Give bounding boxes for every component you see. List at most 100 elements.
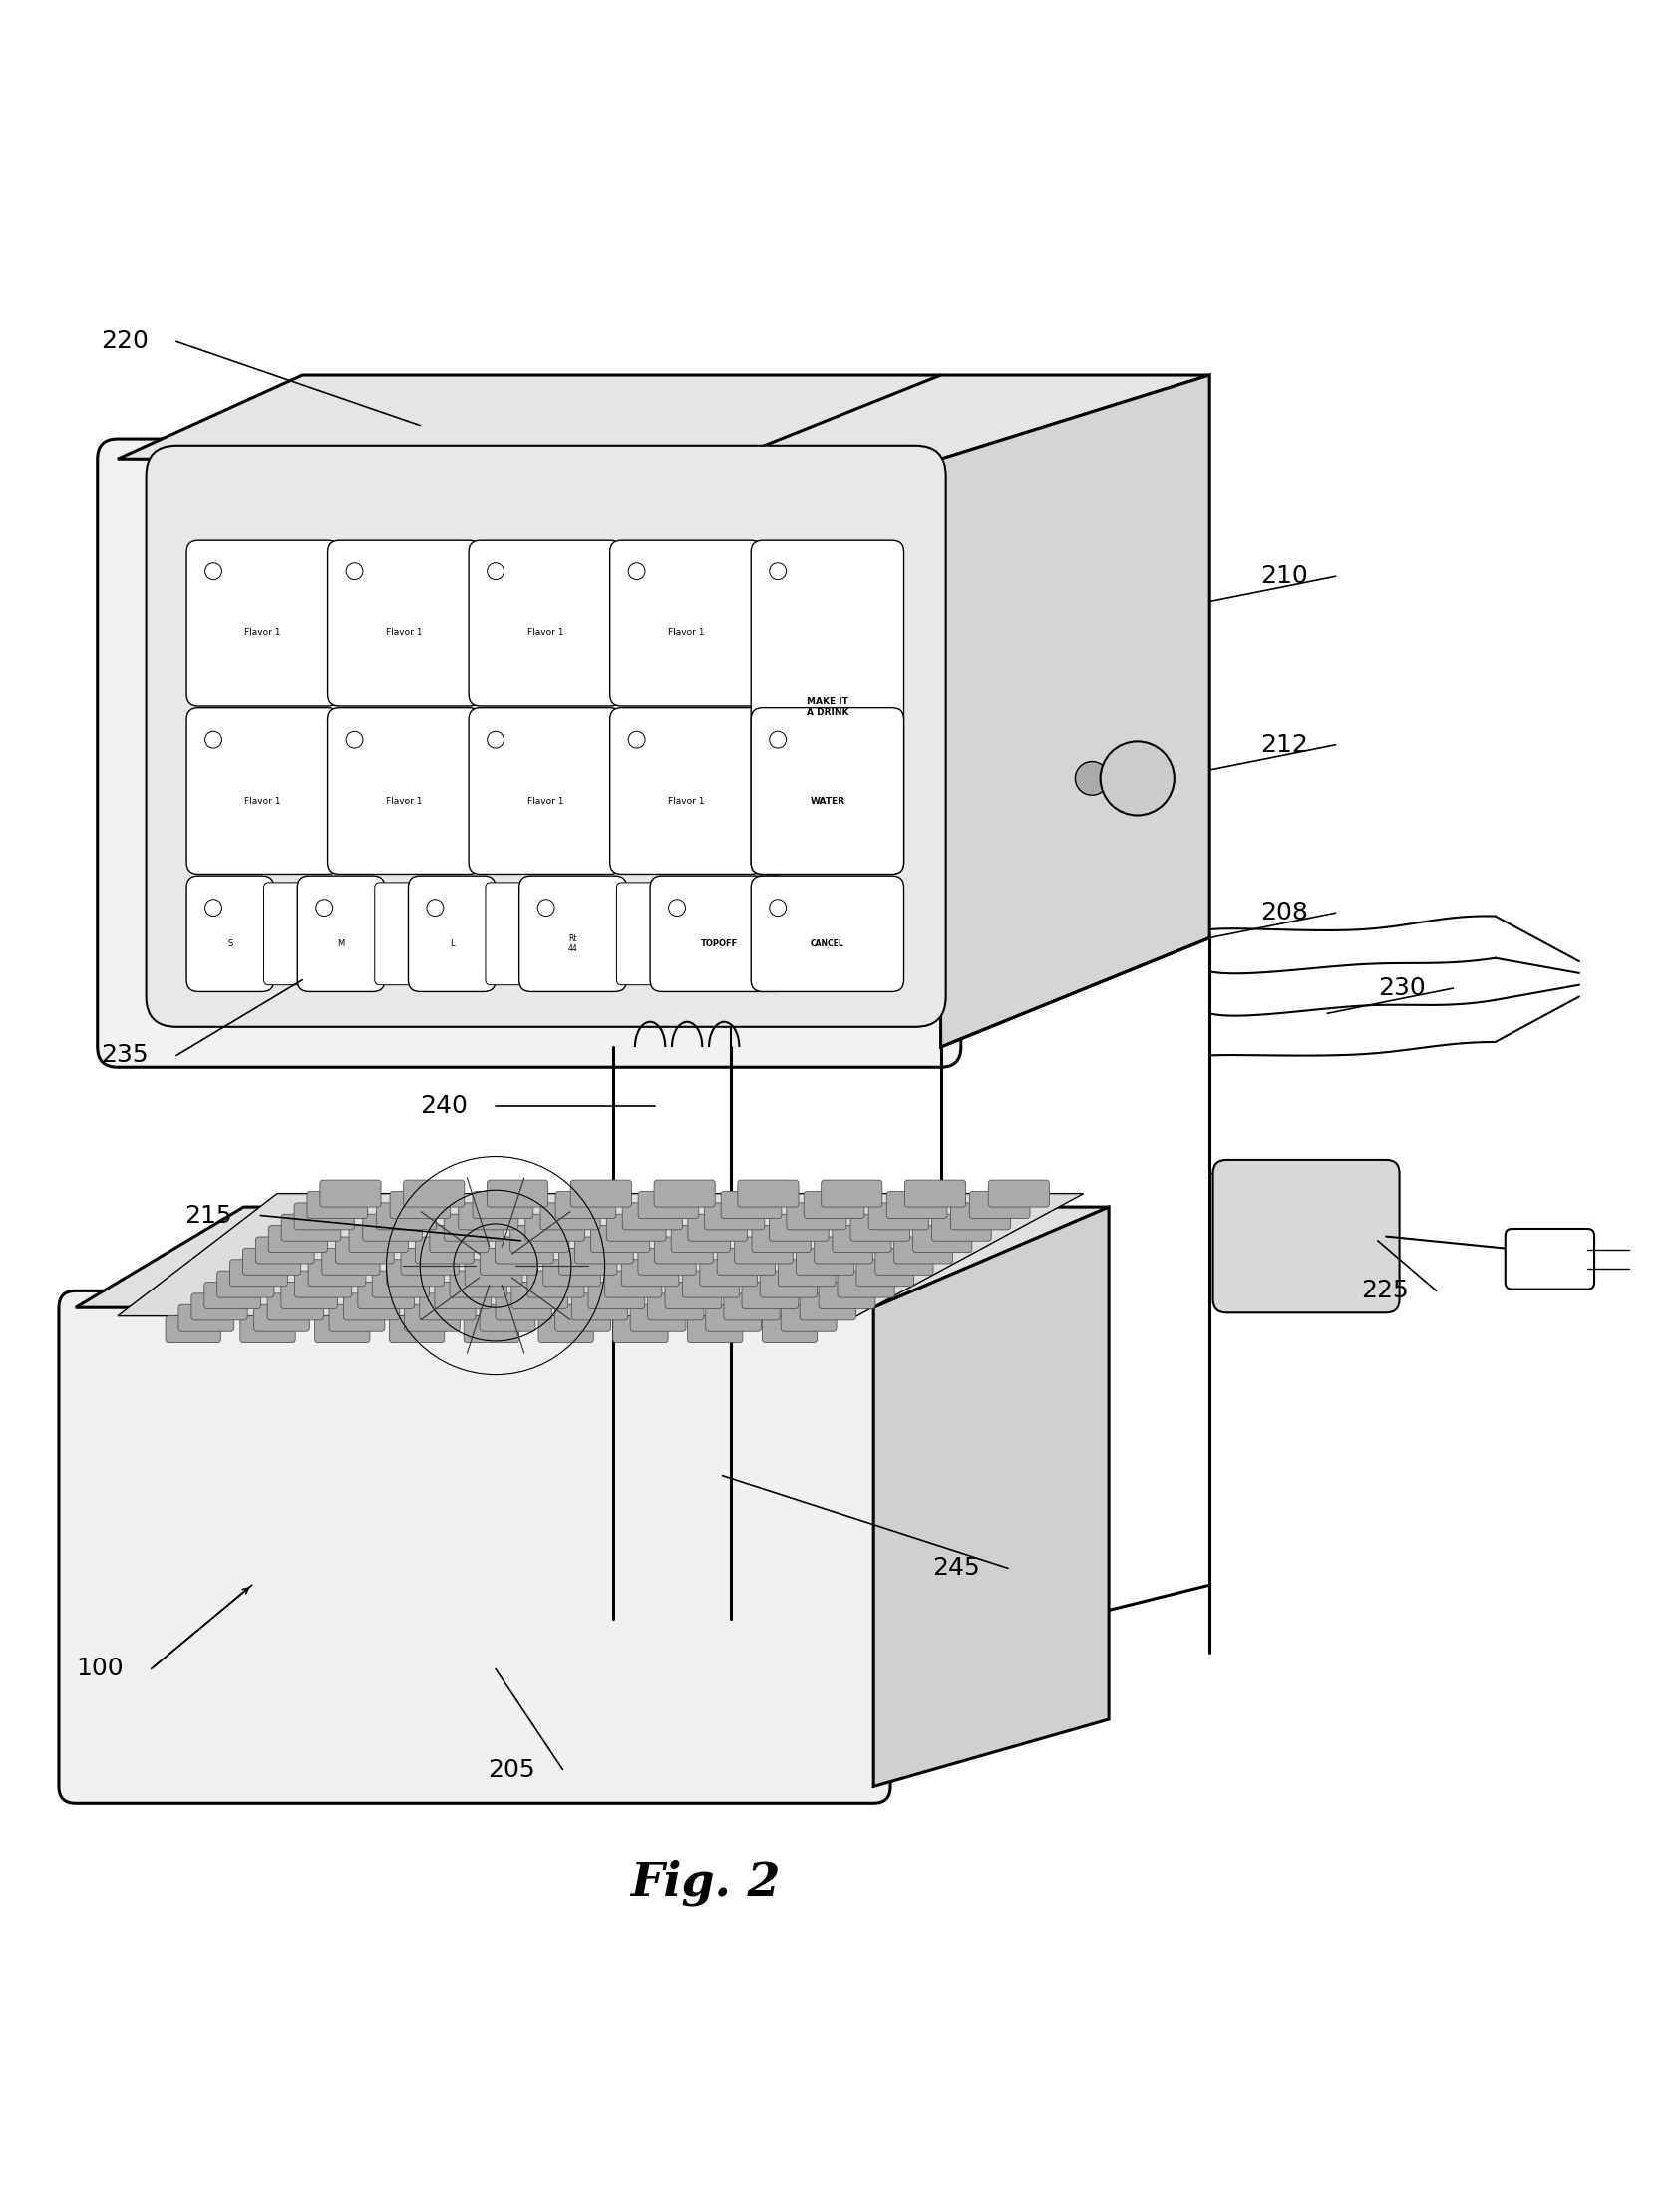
FancyBboxPatch shape xyxy=(617,883,660,984)
FancyBboxPatch shape xyxy=(588,1283,645,1310)
Text: 230: 230 xyxy=(1378,975,1425,1000)
FancyBboxPatch shape xyxy=(269,1225,328,1252)
FancyBboxPatch shape xyxy=(472,1192,533,1219)
FancyBboxPatch shape xyxy=(751,1225,811,1252)
FancyBboxPatch shape xyxy=(240,1316,296,1343)
FancyBboxPatch shape xyxy=(217,1270,274,1298)
FancyBboxPatch shape xyxy=(610,708,763,874)
FancyBboxPatch shape xyxy=(571,1179,632,1208)
FancyBboxPatch shape xyxy=(511,1225,570,1252)
FancyBboxPatch shape xyxy=(543,1259,601,1285)
FancyBboxPatch shape xyxy=(556,1192,617,1219)
Text: Flavor 1: Flavor 1 xyxy=(245,796,281,805)
FancyBboxPatch shape xyxy=(464,1316,519,1343)
FancyBboxPatch shape xyxy=(818,1283,875,1310)
FancyBboxPatch shape xyxy=(323,1248,380,1274)
Text: 215: 215 xyxy=(185,1203,232,1228)
FancyBboxPatch shape xyxy=(469,708,622,874)
FancyBboxPatch shape xyxy=(759,1270,816,1298)
Text: 240: 240 xyxy=(420,1095,467,1117)
FancyBboxPatch shape xyxy=(487,1179,548,1208)
FancyBboxPatch shape xyxy=(192,1294,247,1321)
FancyBboxPatch shape xyxy=(294,1203,354,1230)
FancyBboxPatch shape xyxy=(894,1237,953,1263)
FancyBboxPatch shape xyxy=(343,1294,400,1321)
FancyBboxPatch shape xyxy=(610,540,763,706)
FancyBboxPatch shape xyxy=(665,1283,722,1310)
FancyBboxPatch shape xyxy=(648,1294,704,1321)
FancyBboxPatch shape xyxy=(803,1192,864,1219)
Text: Flavor 1: Flavor 1 xyxy=(386,796,422,805)
FancyBboxPatch shape xyxy=(724,1294,780,1321)
FancyBboxPatch shape xyxy=(375,883,418,984)
Text: 100: 100 xyxy=(76,1657,123,1681)
Circle shape xyxy=(1075,761,1109,794)
Polygon shape xyxy=(118,376,1210,460)
FancyBboxPatch shape xyxy=(815,1237,874,1263)
FancyBboxPatch shape xyxy=(838,1270,894,1298)
FancyBboxPatch shape xyxy=(450,1270,507,1298)
Text: TOPOFF: TOPOFF xyxy=(701,940,738,949)
FancyBboxPatch shape xyxy=(988,1179,1050,1208)
FancyBboxPatch shape xyxy=(538,1316,593,1343)
FancyBboxPatch shape xyxy=(932,1214,991,1241)
FancyBboxPatch shape xyxy=(405,1305,460,1332)
Text: 245: 245 xyxy=(932,1557,979,1579)
FancyBboxPatch shape xyxy=(59,1292,890,1803)
FancyBboxPatch shape xyxy=(906,1179,966,1208)
FancyBboxPatch shape xyxy=(205,1283,260,1310)
FancyBboxPatch shape xyxy=(480,1305,536,1332)
FancyBboxPatch shape xyxy=(178,1305,234,1332)
FancyBboxPatch shape xyxy=(672,1225,731,1252)
FancyBboxPatch shape xyxy=(297,876,385,991)
FancyBboxPatch shape xyxy=(435,1283,491,1310)
FancyBboxPatch shape xyxy=(459,1203,519,1230)
Circle shape xyxy=(1100,741,1174,816)
FancyBboxPatch shape xyxy=(486,883,529,984)
Text: MAKE IT
A DRINK: MAKE IT A DRINK xyxy=(806,697,848,717)
FancyBboxPatch shape xyxy=(186,540,339,706)
FancyBboxPatch shape xyxy=(721,1192,781,1219)
Text: Flavor 1: Flavor 1 xyxy=(386,628,422,637)
Text: Flavor 1: Flavor 1 xyxy=(528,628,563,637)
Text: Fig. 2: Fig. 2 xyxy=(630,1858,781,1905)
Text: 208: 208 xyxy=(1260,900,1307,925)
FancyBboxPatch shape xyxy=(97,438,961,1068)
FancyBboxPatch shape xyxy=(554,1305,610,1332)
FancyBboxPatch shape xyxy=(496,1294,551,1321)
FancyBboxPatch shape xyxy=(869,1203,929,1230)
FancyBboxPatch shape xyxy=(146,445,946,1026)
Text: WATER: WATER xyxy=(810,796,845,805)
FancyBboxPatch shape xyxy=(307,1192,368,1219)
FancyBboxPatch shape xyxy=(281,1283,338,1310)
FancyBboxPatch shape xyxy=(613,1316,669,1343)
FancyBboxPatch shape xyxy=(1505,1228,1594,1290)
FancyBboxPatch shape xyxy=(591,1225,650,1252)
FancyBboxPatch shape xyxy=(778,1259,835,1285)
FancyBboxPatch shape xyxy=(706,1305,761,1332)
Polygon shape xyxy=(118,1194,1084,1316)
FancyBboxPatch shape xyxy=(630,1305,685,1332)
Text: Flavor 1: Flavor 1 xyxy=(669,796,704,805)
FancyBboxPatch shape xyxy=(951,1203,1011,1230)
Text: L: L xyxy=(450,940,454,949)
FancyBboxPatch shape xyxy=(336,1237,395,1263)
FancyBboxPatch shape xyxy=(444,1214,504,1241)
FancyBboxPatch shape xyxy=(519,876,627,991)
Text: 235: 235 xyxy=(101,1044,148,1068)
FancyBboxPatch shape xyxy=(687,1316,743,1343)
FancyBboxPatch shape xyxy=(363,1214,422,1241)
FancyBboxPatch shape xyxy=(701,1259,758,1285)
FancyBboxPatch shape xyxy=(469,540,622,706)
FancyBboxPatch shape xyxy=(376,1203,437,1230)
FancyBboxPatch shape xyxy=(738,1179,798,1208)
FancyBboxPatch shape xyxy=(704,1203,764,1230)
Text: 205: 205 xyxy=(487,1759,534,1781)
FancyBboxPatch shape xyxy=(850,1214,911,1241)
Text: 212: 212 xyxy=(1260,732,1307,757)
FancyBboxPatch shape xyxy=(420,1294,475,1321)
FancyBboxPatch shape xyxy=(328,540,480,706)
Text: S: S xyxy=(227,940,234,949)
FancyBboxPatch shape xyxy=(781,1305,837,1332)
Polygon shape xyxy=(76,1208,1109,1307)
